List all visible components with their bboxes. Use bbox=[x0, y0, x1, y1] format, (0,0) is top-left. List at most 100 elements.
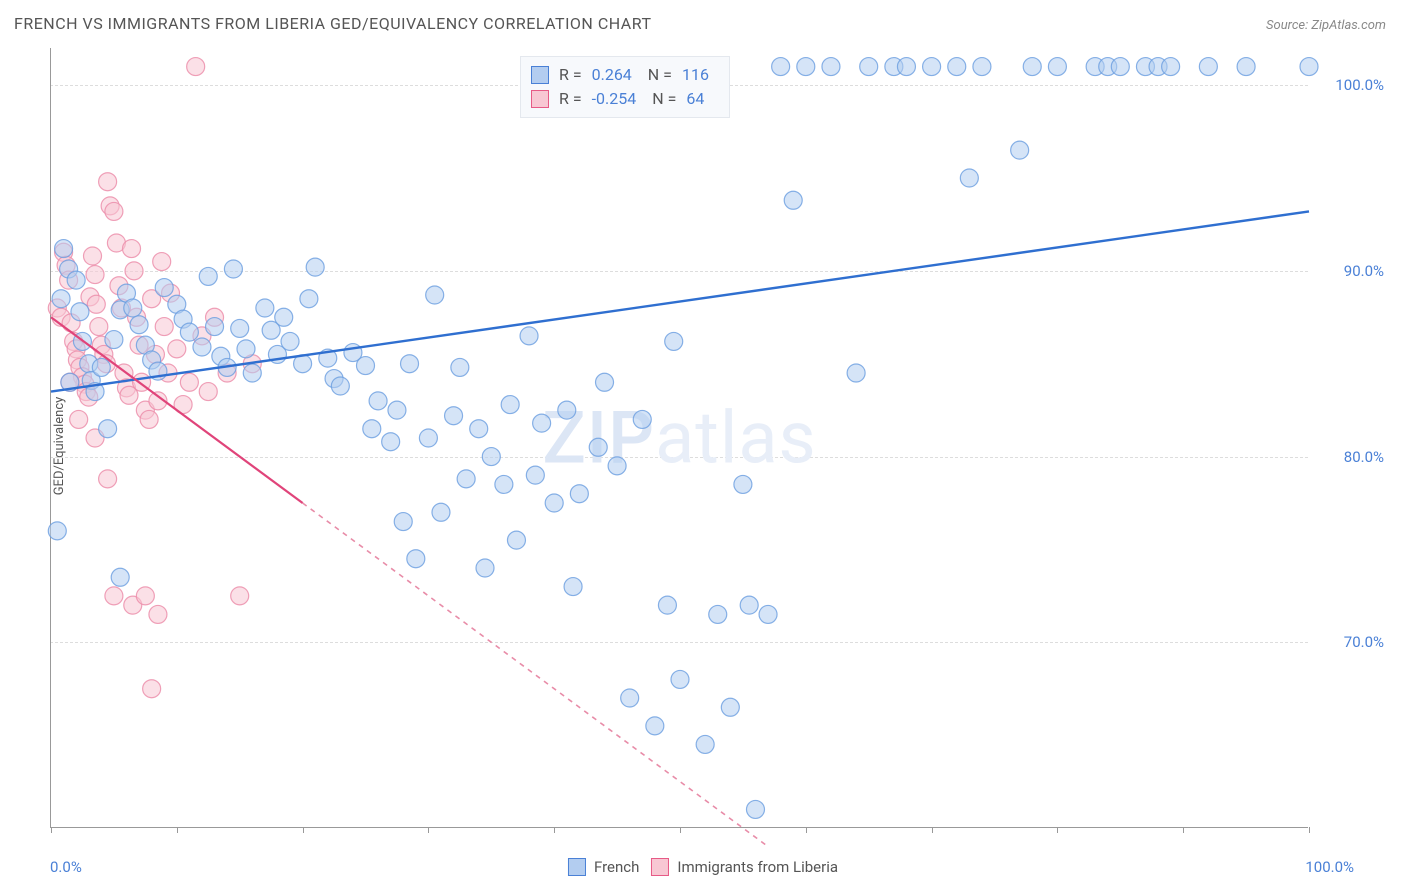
x-tick bbox=[428, 827, 429, 833]
data-point bbox=[923, 58, 941, 76]
data-point bbox=[369, 392, 387, 410]
legend-stats-row-2: R = -0.254 N = 64 bbox=[531, 87, 715, 111]
data-point bbox=[658, 596, 676, 614]
data-point bbox=[111, 568, 129, 586]
data-point bbox=[646, 717, 664, 735]
x-tick bbox=[680, 827, 681, 833]
data-point bbox=[70, 410, 88, 428]
data-point bbox=[67, 271, 85, 289]
data-point bbox=[55, 240, 73, 258]
x-min-label: 0.0% bbox=[50, 858, 82, 876]
data-point bbox=[520, 327, 538, 345]
data-point bbox=[973, 58, 991, 76]
data-point bbox=[256, 299, 274, 317]
data-point bbox=[564, 578, 582, 596]
data-point bbox=[71, 303, 89, 321]
data-point bbox=[897, 58, 915, 76]
data-point bbox=[621, 689, 639, 707]
data-point bbox=[99, 173, 117, 191]
y-tick-label: 80.0% bbox=[1344, 448, 1384, 466]
data-point bbox=[445, 407, 463, 425]
legend-item-2-label: Immigrants from Liberia bbox=[677, 858, 838, 876]
scatter-svg bbox=[51, 48, 1308, 827]
chart-container: FRENCH VS IMMIGRANTS FROM LIBERIA GED/EQ… bbox=[0, 0, 1406, 892]
y-tick-label: 100.0% bbox=[1335, 76, 1384, 94]
data-point bbox=[123, 240, 141, 258]
data-point bbox=[1011, 141, 1029, 159]
data-point bbox=[275, 308, 293, 326]
data-point bbox=[130, 316, 148, 334]
data-point bbox=[960, 169, 978, 187]
data-point bbox=[772, 58, 790, 76]
data-point bbox=[533, 414, 551, 432]
data-point bbox=[206, 318, 224, 336]
data-point bbox=[696, 735, 714, 753]
data-point bbox=[90, 318, 108, 336]
data-point bbox=[1237, 58, 1255, 76]
data-point bbox=[125, 262, 143, 280]
data-point bbox=[180, 373, 198, 391]
x-tick bbox=[1057, 827, 1058, 833]
data-point bbox=[331, 377, 349, 395]
data-point bbox=[432, 503, 450, 521]
data-point bbox=[709, 605, 727, 623]
data-point bbox=[1111, 58, 1129, 76]
bottom-legend: French Immigrants from Liberia bbox=[568, 858, 838, 876]
data-point bbox=[734, 475, 752, 493]
data-point bbox=[545, 494, 563, 512]
data-point bbox=[143, 680, 161, 698]
data-point bbox=[363, 420, 381, 438]
data-point bbox=[357, 357, 375, 375]
data-point bbox=[589, 438, 607, 456]
trend-line bbox=[51, 211, 1309, 391]
data-point bbox=[948, 58, 966, 76]
data-point bbox=[501, 396, 519, 414]
data-point bbox=[243, 364, 261, 382]
data-point bbox=[149, 605, 167, 623]
x-tick bbox=[51, 827, 52, 833]
data-point bbox=[419, 429, 437, 447]
data-point bbox=[52, 290, 70, 308]
data-point bbox=[476, 559, 494, 577]
data-point bbox=[1162, 58, 1180, 76]
data-point bbox=[407, 550, 425, 568]
data-point bbox=[1023, 58, 1041, 76]
data-point bbox=[394, 513, 412, 531]
data-point bbox=[155, 279, 173, 297]
data-point bbox=[526, 466, 544, 484]
data-point bbox=[99, 470, 117, 488]
data-point bbox=[746, 800, 764, 818]
data-point bbox=[401, 355, 419, 373]
y-tick-label: 70.0% bbox=[1344, 633, 1384, 651]
data-point bbox=[99, 420, 117, 438]
y-tick-label: 90.0% bbox=[1344, 262, 1384, 280]
data-point bbox=[665, 332, 683, 350]
data-point bbox=[92, 358, 110, 376]
data-point bbox=[105, 202, 123, 220]
swatch-series2-icon bbox=[531, 90, 549, 108]
data-point bbox=[306, 258, 324, 276]
data-point bbox=[797, 58, 815, 76]
data-point bbox=[482, 448, 500, 466]
data-point bbox=[281, 332, 299, 350]
data-point bbox=[847, 364, 865, 382]
data-point bbox=[155, 318, 173, 336]
data-point bbox=[633, 410, 651, 428]
data-point bbox=[596, 373, 614, 391]
data-point bbox=[608, 457, 626, 475]
data-point bbox=[199, 383, 217, 401]
data-point bbox=[451, 358, 469, 376]
data-point bbox=[558, 401, 576, 419]
x-tick bbox=[806, 827, 807, 833]
swatch-series2-icon bbox=[651, 858, 669, 876]
x-max-label: 100.0% bbox=[1305, 858, 1354, 876]
trend-line-extrapolated bbox=[303, 503, 768, 847]
data-point bbox=[105, 331, 123, 349]
data-point bbox=[759, 605, 777, 623]
x-tick bbox=[932, 827, 933, 833]
data-point bbox=[300, 290, 318, 308]
data-point bbox=[105, 587, 123, 605]
data-point bbox=[136, 587, 154, 605]
data-point bbox=[1048, 58, 1066, 76]
data-point bbox=[507, 531, 525, 549]
